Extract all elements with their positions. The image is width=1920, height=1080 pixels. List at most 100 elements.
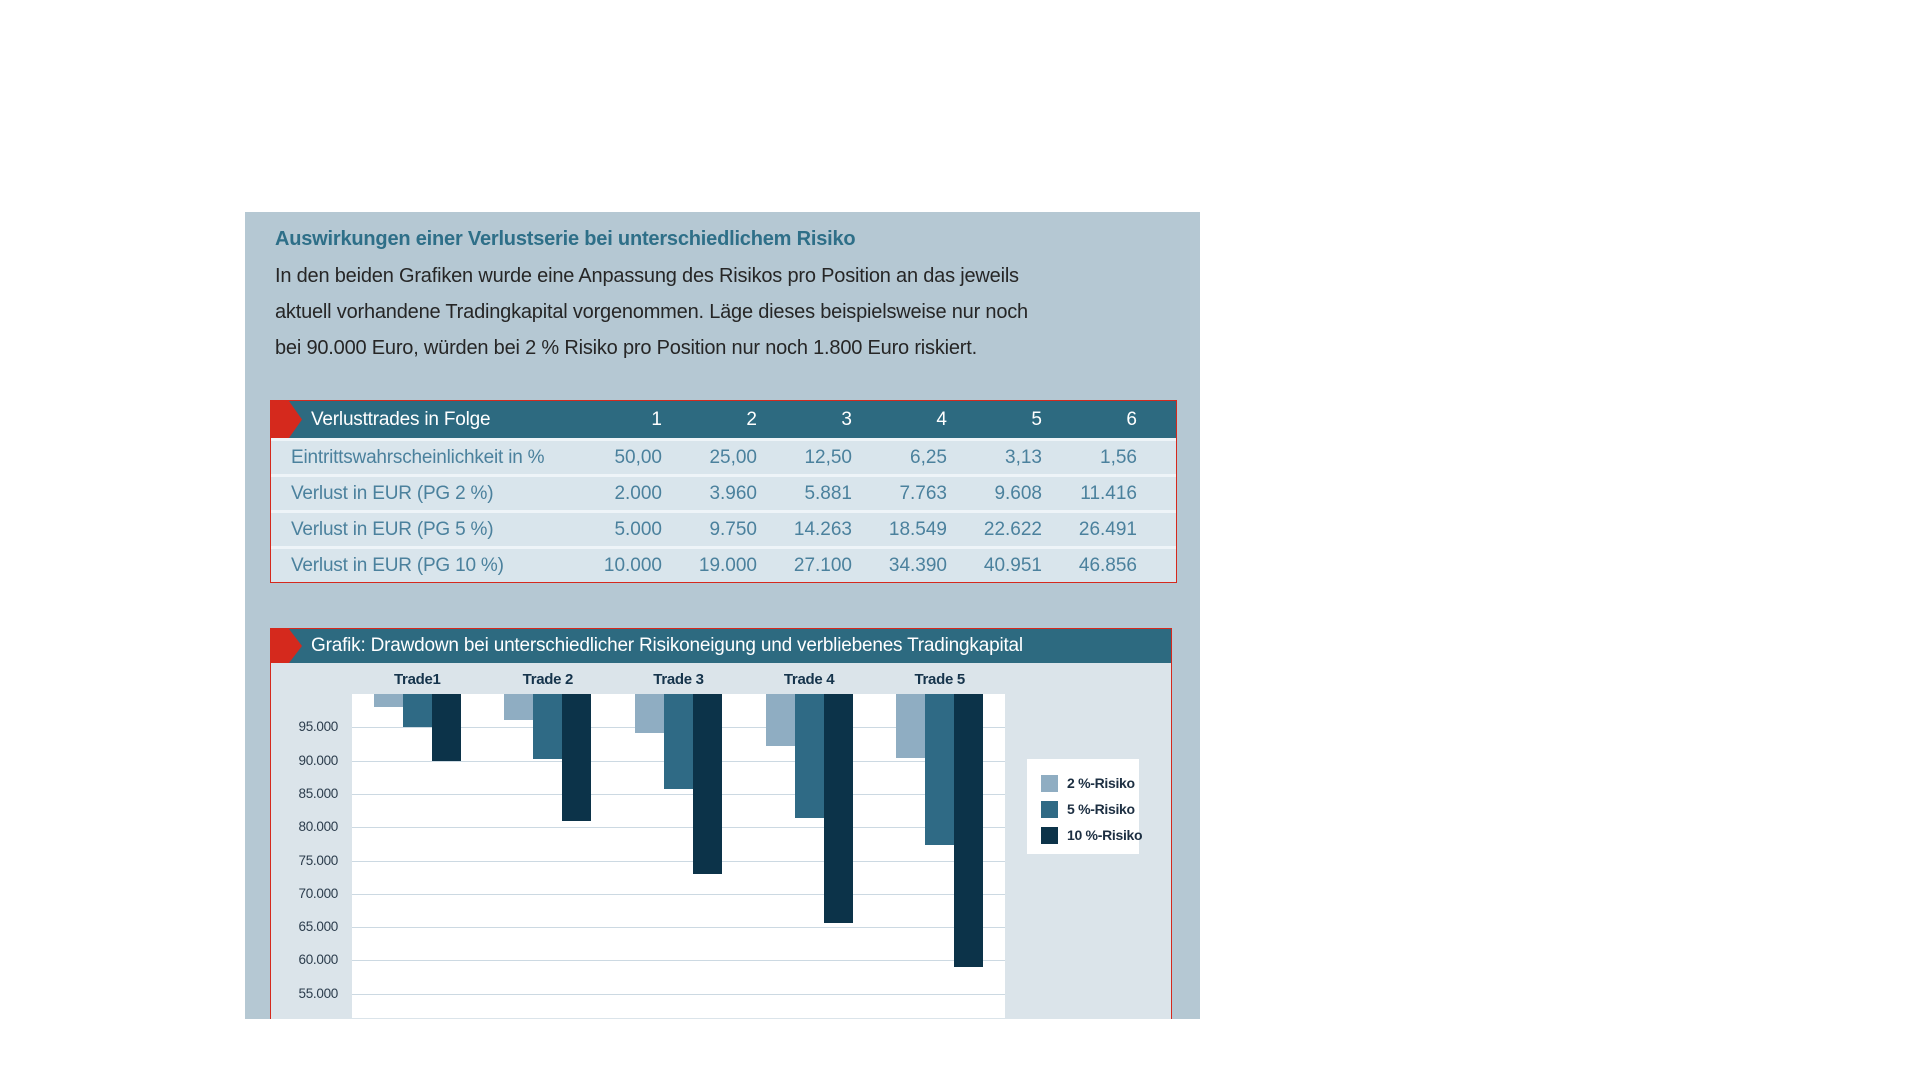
category-label: Trade 3 <box>653 671 704 688</box>
gridline <box>352 927 1005 929</box>
table-cell: 9.750 <box>709 518 757 540</box>
plot-area <box>352 694 1005 1018</box>
table-header-row: Verlusttrades in Folge 1 2 3 4 5 6 <box>271 401 1176 438</box>
table-cell: 3,13 <box>1005 446 1042 468</box>
section-heading: Auswirkungen einer Verlustserie bei unte… <box>275 228 856 250</box>
category-label: Trade 4 <box>783 671 835 688</box>
legend-item: 2 %-Risiko <box>1027 770 1139 796</box>
chart-title: Grafik: Drawdown bei unterschiedlicher R… <box>311 635 1023 656</box>
intro-paragraph: In den beiden Grafiken wurde eine Anpass… <box>275 258 1028 366</box>
table-column-header: 3 <box>841 408 852 430</box>
row-label: Verlust in EUR (PG 2 %) <box>291 482 494 504</box>
table-cell: 10.000 <box>603 554 662 576</box>
bar-2Risiko-1 <box>373 694 403 708</box>
bar-10Risiko-2 <box>562 694 592 821</box>
table-cell: 18.549 <box>888 518 947 540</box>
legend: 2 %-Risiko 5 %-Risiko 10 %-Risiko <box>1027 759 1143 854</box>
bar-2Risiko-3 <box>635 694 664 734</box>
table-column-header: 6 <box>1126 408 1137 430</box>
bar-5Risiko-4 <box>794 694 824 818</box>
gridline <box>352 993 1005 995</box>
legend-item: 10 %-Risiko <box>1027 822 1143 848</box>
category-label: Trade 5 <box>914 671 965 688</box>
y-axis-tick-label: 75.000 <box>298 852 339 868</box>
y-axis-tick-label: 95.000 <box>298 719 339 735</box>
bar-10Risiko-4 <box>823 694 853 924</box>
table-cell: 12,50 <box>804 446 852 468</box>
gridline <box>352 793 1005 795</box>
table-cell: 1,56 <box>1100 446 1137 468</box>
table-row: Verlust in EUR (PG 2 %) 2.000 3.960 5.88… <box>271 474 1176 510</box>
bar-5Risiko-3 <box>664 694 693 789</box>
table-column-header: 2 <box>746 408 757 430</box>
paragraph-line: In den beiden Grafiken wurde eine Anpass… <box>275 265 1019 287</box>
bar-10Risiko-1 <box>431 694 461 761</box>
bar-5Risiko-2 <box>533 694 563 759</box>
table-cell: 5.881 <box>804 482 852 504</box>
y-axis-tick-label: 70.000 <box>298 885 339 901</box>
table-cell: 19.000 <box>698 554 757 576</box>
y-axis-tick-label: 55.000 <box>298 985 339 1001</box>
table-cell: 34.390 <box>888 554 947 576</box>
row-label: Verlust in EUR (PG 5 %) <box>291 518 494 540</box>
chart-body: 2 %-Risiko 5 %-Risiko 10 %-Risiko 95.000 90… <box>271 663 1171 1019</box>
bar-2Risiko-2 <box>504 694 534 721</box>
loss-table: Verlusttrades in Folge 1 2 3 4 5 6 Eintr… <box>270 400 1177 583</box>
category-label: Trade1 <box>394 671 441 688</box>
legend-label: 2 %-Risiko <box>1067 775 1135 791</box>
bar-2Risiko-4 <box>765 694 795 746</box>
legend-swatch <box>1041 800 1058 818</box>
table-cell: 3.960 <box>709 482 757 504</box>
table-column-header: 1 <box>651 408 662 430</box>
y-axis-tick-label: 65.000 <box>298 919 339 935</box>
table-cell: 5.000 <box>614 518 662 540</box>
y-axis-tick-label: 85.000 <box>298 785 339 801</box>
table-cell: 9.608 <box>994 482 1042 504</box>
drawdown-chart-section: Grafik: Drawdown bei unterschiedlicher R… <box>270 628 1172 1019</box>
content-panel: Auswirkungen einer Verlustserie bei unte… <box>245 212 1200 1019</box>
table-header-label: Verlusttrades in Folge <box>311 408 491 430</box>
gridline <box>352 827 1005 829</box>
row-label: Verlust in EUR (PG 10 %) <box>291 554 504 576</box>
table-cell: 27.100 <box>793 554 852 576</box>
chart-title-bar: Grafik: Drawdown bei unterschiedlicher R… <box>271 629 1171 663</box>
legend-label: 10 %-Risiko <box>1067 827 1143 843</box>
table-cell: 25,00 <box>709 446 757 468</box>
table-row: Verlust in EUR (PG 5 %) 5.000 9.750 14.2… <box>271 510 1176 546</box>
paragraph-line: bei 90.000 Euro, würden bei 2 % Risiko p… <box>275 337 977 359</box>
table-cell: 11.416 <box>1080 482 1137 504</box>
legend-swatch <box>1041 826 1058 844</box>
table-cell: 40.951 <box>983 554 1042 576</box>
table-cell: 22.622 <box>983 518 1042 540</box>
bar-5Risiko-5 <box>925 694 955 845</box>
table-cell: 26.491 <box>1078 518 1137 540</box>
table-column-header: 5 <box>1031 408 1042 430</box>
y-axis-tick-label: 90.000 <box>298 752 339 768</box>
table-column-header: 4 <box>936 408 947 430</box>
y-axis-tick-label: 80.000 <box>298 819 339 835</box>
gridline <box>352 893 1005 895</box>
table-cell: 2.000 <box>614 482 662 504</box>
category-label: Trade 2 <box>522 671 574 688</box>
gridline <box>352 860 1005 862</box>
paragraph-line: aktuell vorhandene Tradingkapital vorgen… <box>275 301 1028 323</box>
row-label: Eintrittswahrscheinlichkeit in % <box>291 446 545 468</box>
table-cell: 14.263 <box>793 518 852 540</box>
legend-swatch <box>1041 774 1058 792</box>
table-cell: 46.856 <box>1078 554 1137 576</box>
table-row: Verlust in EUR (PG 10 %) 10.000 19.000 2… <box>271 546 1176 582</box>
bar-10Risiko-3 <box>693 694 722 875</box>
bar-5Risiko-1 <box>402 694 432 728</box>
table-cell: 50,00 <box>614 446 662 468</box>
bar-2Risiko-5 <box>896 694 926 758</box>
table-cell: 7.763 <box>899 482 947 504</box>
legend-item: 5 %-Risiko <box>1027 796 1139 822</box>
gridline <box>352 960 1005 962</box>
red-flag-icon <box>271 401 302 438</box>
y-axis-tick-label: 60.000 <box>298 952 339 968</box>
table-row: Eintrittswahrscheinlichkeit in % 50,00 2… <box>271 438 1176 474</box>
legend-label: 5 %-Risiko <box>1067 801 1135 817</box>
bar-10Risiko-5 <box>954 694 984 967</box>
table-cell: 6,25 <box>910 446 947 468</box>
